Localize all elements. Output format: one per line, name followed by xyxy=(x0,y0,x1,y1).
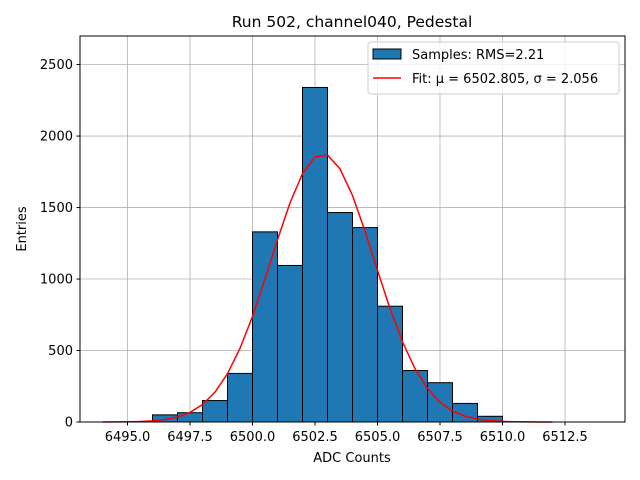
bar xyxy=(252,231,278,423)
x-tick-label: 6495.0 xyxy=(105,430,151,445)
x-tick-label: 6510.0 xyxy=(480,430,526,445)
y-axis-label: Entries xyxy=(15,206,30,252)
legend-label: Samples: RMS=2.21 xyxy=(412,48,544,63)
y-tick-label: 1000 xyxy=(40,273,73,288)
bar xyxy=(227,372,253,423)
legend-swatch xyxy=(372,48,402,60)
legend: Samples: RMS=2.21 Fit: μ = 6502.805, σ = … xyxy=(367,41,620,95)
x-tick-label: 6502.5 xyxy=(292,430,338,445)
bar xyxy=(352,227,378,423)
y-tick-label: 500 xyxy=(48,344,73,359)
bar xyxy=(177,412,203,423)
x-tick-label: 6512.5 xyxy=(542,430,588,445)
plot-area xyxy=(102,86,553,423)
x-axis-label: ADC Counts xyxy=(313,451,391,466)
x-tick-label: 6505.0 xyxy=(355,430,401,445)
bar xyxy=(302,86,328,423)
legend-label: Fit: μ = 6502.805, σ = 2.056 xyxy=(412,72,598,87)
y-tick-label: 2000 xyxy=(40,130,73,145)
bar xyxy=(402,370,428,423)
bar xyxy=(327,212,353,423)
x-tick-label: 6500.0 xyxy=(230,430,276,445)
y-tick-label: 2500 xyxy=(40,58,73,73)
bar xyxy=(202,400,228,423)
x-tick-label: 6497.5 xyxy=(167,430,213,445)
axes-frame xyxy=(79,35,626,423)
bar xyxy=(277,264,303,423)
x-tick-label: 6507.5 xyxy=(417,430,463,445)
bar xyxy=(377,305,403,423)
y-tick-label: 1500 xyxy=(40,201,73,216)
legend-box xyxy=(367,41,620,95)
chart-title: Run 502, channel040, Pedestal xyxy=(232,13,473,31)
fit-line xyxy=(102,154,553,423)
y-tick-label: 0 xyxy=(65,416,73,431)
